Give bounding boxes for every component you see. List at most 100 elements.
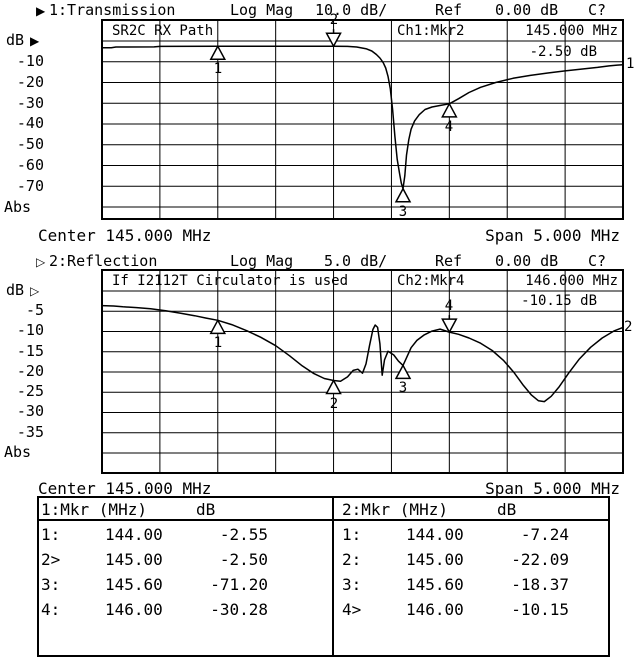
plot2-marker3-label[interactable]: 3 (398, 380, 408, 396)
table-row-freq: 144.00 (406, 525, 464, 544)
ch2-title[interactable]: 2:Reflection (49, 252, 158, 270)
plot1-y-label: -20 (16, 73, 44, 91)
plot2-y-label: -10 (16, 321, 44, 339)
ch2-center-frequency[interactable]: Center 145.000 MHz (38, 479, 212, 498)
ch2-annotation: If I2112T Circulator is used (112, 273, 349, 289)
plot1-trace (101, 45, 624, 190)
ch2-marker-readout-value: -10.15 dB (521, 293, 597, 309)
marker-table (37, 496, 610, 657)
plot1-y-label: -10 (16, 52, 44, 70)
table-row-freq: 146.00 (105, 600, 163, 619)
marker-table-ch2-unit: dB (497, 500, 517, 519)
plot1-y-label: -50 (16, 135, 44, 153)
table-row-id: 4: (41, 600, 61, 619)
plot2-y-label: -35 (16, 423, 44, 441)
table-row-freq: 145.60 (406, 575, 464, 594)
table-row-freq: 146.00 (406, 600, 464, 619)
table-row-id: 1: (41, 525, 61, 544)
plot2-y-unit: dB (6, 281, 25, 299)
table-row-freq: 144.00 (105, 525, 163, 544)
plot1-y-unit: dB (6, 31, 25, 49)
ch2-format[interactable]: Log Mag (230, 252, 294, 270)
plot1-marker2-label[interactable]: 2 (329, 12, 339, 28)
table-row-id: 1: (342, 525, 362, 544)
table-row-db: -2.50 (219, 550, 268, 569)
table-row-db: -7.24 (520, 525, 569, 544)
plot2-ref-arrow-icon: ▷ (30, 284, 40, 298)
plot1-frame (101, 19, 624, 220)
plot2-abs-label: Abs (4, 443, 32, 461)
table-row-db: -30.28 (210, 600, 268, 619)
plot1-abs-label: Abs (4, 198, 32, 216)
marker-table-header-rule (37, 519, 610, 521)
plot2-y-label: -30 (16, 402, 44, 420)
marker-table-ch1-header: 1:Mkr (MHz) (41, 500, 147, 519)
ch2-active-arrow-icon: ▷ (36, 255, 46, 269)
ch1-marker-readout-value: -2.50 dB (529, 44, 597, 60)
plot1-ref-arrow-icon: ▶ (30, 34, 40, 48)
plot2-marker-4-triangle[interactable] (441, 315, 458, 334)
plot2-frame (101, 269, 624, 474)
ch1-scale[interactable]: 10.0 dB/ (315, 1, 388, 19)
plot1-y-label: -60 (16, 156, 44, 174)
ch2-span[interactable]: Span 5.000 MHz (485, 479, 620, 498)
table-row-db: -2.55 (219, 525, 268, 544)
ch2-marker-readout-label: Ch2:Mkr4 (397, 273, 465, 289)
plot1-marker-3-triangle[interactable] (394, 187, 412, 203)
plot1-marker-2-triangle[interactable] (325, 29, 342, 48)
plot2-y-label: -25 (16, 382, 44, 400)
ch1-center-frequency[interactable]: Center 145.000 MHz (38, 226, 212, 245)
ch2-marker-readout-freq: 146.000 MHz (525, 273, 618, 289)
plot2-y-label: -20 (16, 362, 44, 380)
table-row-freq: 145.00 (406, 550, 464, 569)
table-row-freq: 145.60 (105, 575, 163, 594)
plot1-marker-4-triangle[interactable] (441, 102, 458, 118)
ch1-cal-status: C? (588, 1, 607, 19)
plot1-marker-1-triangle[interactable] (209, 44, 227, 61)
marker-table-ch1-unit: dB (196, 500, 216, 519)
ch2-ref-label: Ref (435, 252, 463, 270)
table-row-db: -22.09 (511, 550, 569, 569)
plot2-marker4-label[interactable]: 4 (444, 298, 454, 314)
plot2-marker-1-triangle[interactable] (209, 318, 227, 335)
plot1-y-label: -70 (16, 177, 44, 195)
ch1-ref-label: Ref (435, 1, 463, 19)
plot2-trace (101, 304, 624, 403)
plot1-marker4-label[interactable]: 4 (444, 119, 454, 135)
plot1-trace-number: 1 (626, 56, 635, 72)
plot2-marker-2-triangle[interactable] (325, 378, 342, 395)
table-row-id: 3: (41, 575, 61, 594)
plot2-trace-number: 2 (624, 319, 633, 335)
ch2-scale[interactable]: 5.0 dB/ (324, 252, 388, 270)
plot1-y-label: -30 (16, 94, 44, 112)
ch2-cal-status: C? (588, 252, 607, 270)
plot2-marker1-label[interactable]: 1 (213, 335, 223, 351)
plot2-marker-3-triangle[interactable] (394, 363, 412, 380)
marker-table-ch2-header: 2:Mkr (MHz) (342, 500, 448, 519)
ch1-format[interactable]: Log Mag (230, 1, 294, 19)
table-row-id: 2> (41, 550, 61, 569)
ch1-title[interactable]: 1:Transmission (49, 1, 176, 19)
table-row-db: -10.15 (511, 600, 569, 619)
plot2-marker2-label[interactable]: 2 (329, 396, 339, 412)
plot1-marker1-label[interactable]: 1 (213, 61, 223, 77)
ch1-marker-readout-freq: 145.000 MHz (525, 23, 618, 39)
ch1-span[interactable]: Span 5.000 MHz (485, 226, 620, 245)
plot2-y-label: -5 (25, 301, 44, 319)
ch1-ref-value[interactable]: 0.00 dB (495, 1, 559, 19)
ch1-active-arrow-icon: ▶ (36, 4, 46, 18)
marker-table-divider (332, 496, 334, 657)
ch1-marker-readout-label: Ch1:Mkr2 (397, 23, 465, 39)
table-row-db: -71.20 (210, 575, 268, 594)
table-row-db: -18.37 (511, 575, 569, 594)
table-row-id: 3: (342, 575, 362, 594)
ch1-annotation: SR2C RX Path (112, 23, 214, 39)
plot1-marker3-label[interactable]: 3 (398, 204, 408, 220)
ch2-ref-value[interactable]: 0.00 dB (495, 252, 559, 270)
table-row-freq: 145.00 (105, 550, 163, 569)
plot1-y-label: -40 (16, 114, 44, 132)
table-row-id: 2: (342, 550, 362, 569)
plot2-y-label: -15 (16, 342, 44, 360)
